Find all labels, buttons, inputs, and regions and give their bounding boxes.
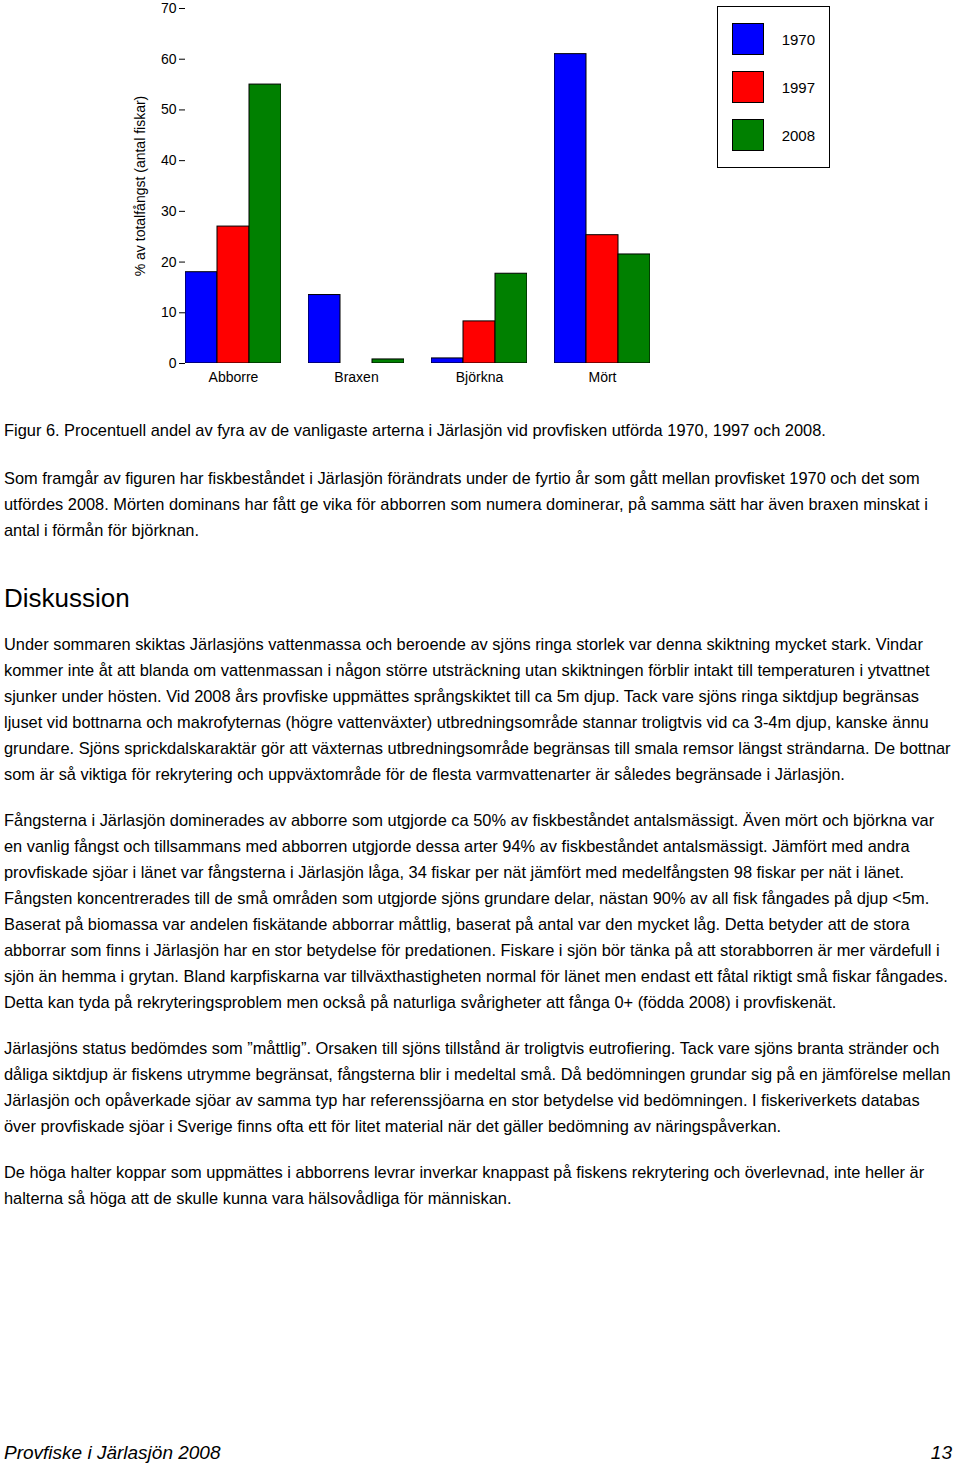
svg-text:Mört: Mört <box>589 369 617 385</box>
html-text:1970: 1970 <box>781 30 815 48</box>
svg-text:20: 20 <box>161 254 177 270</box>
html-text:Diskussion: Diskussion <box>4 583 130 613</box>
svg-text:Abborre: Abborre <box>209 369 259 385</box>
html-text:Som framgår av figuren har fis: Som framgår av figuren har fiskbeståndet… <box>4 469 928 539</box>
svg-text:Braxen: Braxen <box>334 369 378 385</box>
html-text:Fångsterna i Järlasjön dominer: Fångsterna i Järlasjön dominerades av ab… <box>4 811 948 1011</box>
html-text:13: 13 <box>930 1442 952 1463</box>
svg-text:70: 70 <box>161 0 177 16</box>
html-text:Järlasjöns status bedömdes som: Järlasjöns status bedömdes som ”måttlig”… <box>4 1039 951 1135</box>
svg-text:0: 0 <box>169 355 177 371</box>
html-text:Provfiske i Järlasjön 2008: Provfiske i Järlasjön 2008 <box>4 1442 221 1463</box>
svg-text:40: 40 <box>161 152 177 168</box>
html-text:1997: 1997 <box>781 78 815 96</box>
svg-text:30: 30 <box>161 203 177 219</box>
html-text:2008: 2008 <box>781 126 815 144</box>
svg-text:Björkna: Björkna <box>456 369 504 385</box>
svg-text:60: 60 <box>161 51 177 67</box>
svg-text:% av totalfångst (antal fiskar: % av totalfångst (antal fiskar) <box>132 96 148 277</box>
html-text:Figur 6. Procentuell andel av: Figur 6. Procentuell andel av fyra av de… <box>4 421 826 439</box>
svg-text:50: 50 <box>161 101 177 117</box>
svg-text:10: 10 <box>161 304 177 320</box>
html-text:Under sommaren skiktas Järlasj: Under sommaren skiktas Järlasjöns vatten… <box>4 635 951 783</box>
html-text:De höga halter koppar som uppm: De höga halter koppar som uppmättes i ab… <box>4 1163 925 1207</box>
